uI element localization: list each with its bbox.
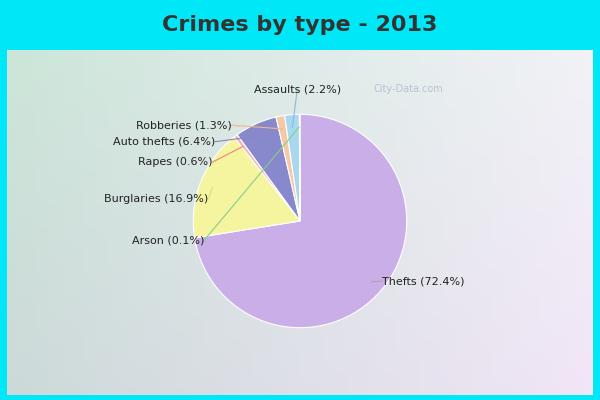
Text: Robberies (1.3%): Robberies (1.3%) xyxy=(136,120,232,130)
Text: Rapes (0.6%): Rapes (0.6%) xyxy=(138,157,212,167)
Wedge shape xyxy=(234,135,300,221)
Text: City-Data.com: City-Data.com xyxy=(374,84,443,94)
Text: Assaults (2.2%): Assaults (2.2%) xyxy=(254,85,341,95)
Wedge shape xyxy=(299,114,300,221)
Text: Arson (0.1%): Arson (0.1%) xyxy=(132,235,204,245)
Text: Auto thefts (6.4%): Auto thefts (6.4%) xyxy=(113,137,215,147)
Text: Burglaries (16.9%): Burglaries (16.9%) xyxy=(104,194,208,204)
Text: Crimes by type - 2013: Crimes by type - 2013 xyxy=(163,15,437,35)
Wedge shape xyxy=(194,114,407,328)
Wedge shape xyxy=(193,137,300,238)
Wedge shape xyxy=(276,116,300,221)
Wedge shape xyxy=(284,114,300,221)
Wedge shape xyxy=(237,117,300,221)
Text: Thefts (72.4%): Thefts (72.4%) xyxy=(382,276,464,286)
